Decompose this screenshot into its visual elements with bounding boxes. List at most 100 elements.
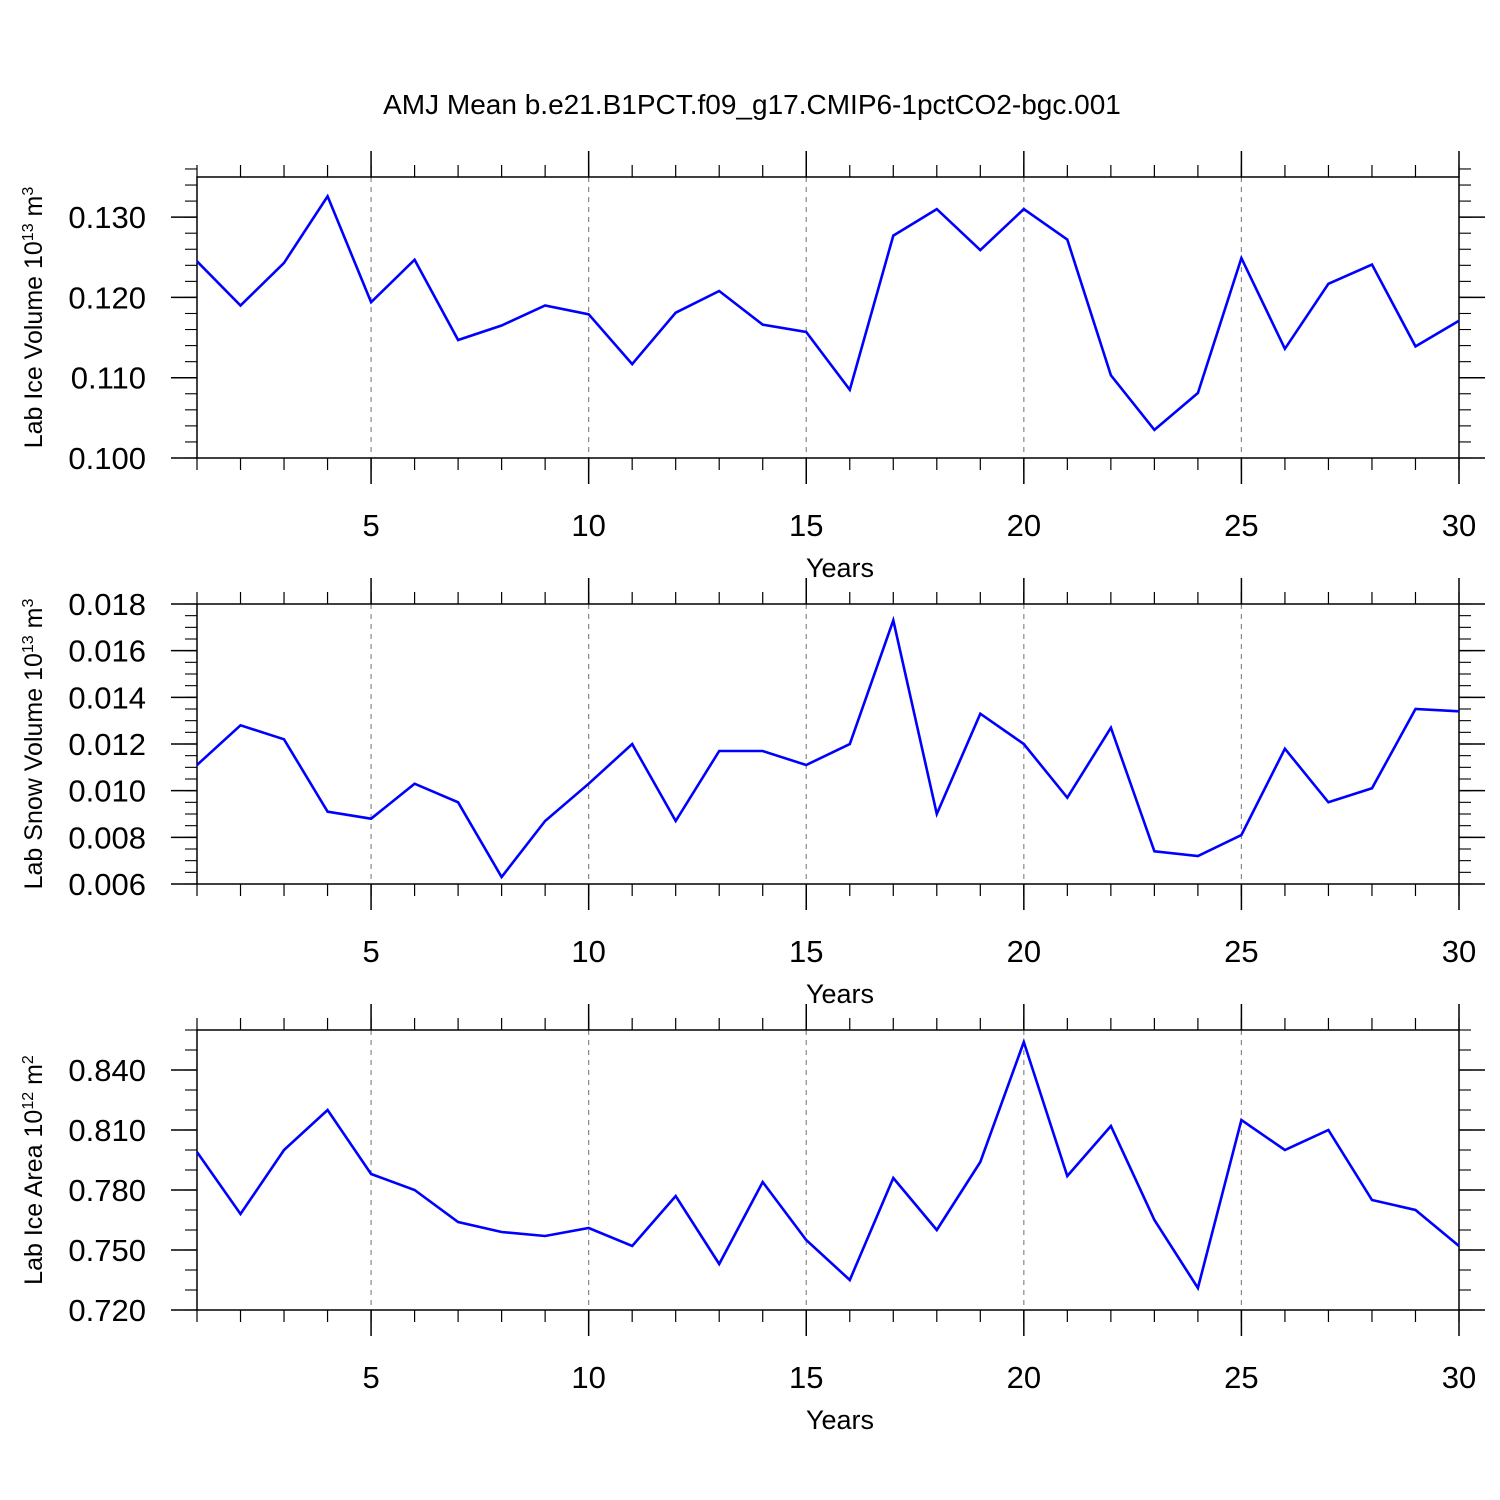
data-point [1283,747,1287,751]
data-point [195,1150,199,1154]
data-point [456,338,460,342]
y-tick-label: 0.010 [68,774,146,809]
data-point [1196,391,1200,395]
data-point [239,723,243,727]
y-tick-label: 0.840 [68,1053,146,1088]
data-point [500,875,504,879]
panel-1: 5 10 15 20 25 30 Years 0.100 0.110 0.120 0.130 Lab … [20,151,1485,583]
y-tick-label: 0.014 [68,680,146,715]
data-point [326,194,330,198]
data-point [587,782,591,786]
x-tick-label: 10 [571,934,605,969]
data-point [1370,786,1374,790]
data-point [543,1234,547,1238]
data-point [935,207,939,211]
data-point [1022,207,1026,211]
x-tick-label: 5 [362,508,379,543]
data-point [674,1194,678,1198]
data-point [1109,1124,1113,1128]
y-tick-label: 0.012 [68,727,146,762]
data-point [1065,238,1069,242]
data-point [674,819,678,823]
y-tick-label: 0.120 [68,280,146,315]
data-point [282,261,286,265]
x-axis-title: Years [806,1405,874,1435]
data-point [891,1176,895,1180]
y-tick-label: 0.006 [68,867,146,902]
y-tick-label: 0.110 [71,361,146,396]
x-tick-label: 30 [1442,1360,1476,1395]
data-point [1457,709,1461,713]
data-point [195,763,199,767]
data-point [413,258,417,262]
data-point [978,712,982,716]
y-tick-label: 0.016 [68,634,146,669]
data-point [804,330,808,334]
y-tick-label: 0.720 [68,1293,146,1328]
data-point [1239,833,1243,837]
data-point [1152,1218,1156,1222]
y-axis-title: Lab Ice Area 1012 m2 [20,1055,48,1285]
data-point [1152,428,1156,432]
data-point [1413,1208,1417,1212]
x-tick-label: 10 [571,1360,605,1395]
y-tick-label: 0.750 [68,1233,146,1268]
series-line [196,615,1460,880]
y-tick-label: 0.130 [68,200,146,235]
y-axis-title: Lab Snow Volume 1013 m3 [20,599,48,890]
x-tick-label: 15 [789,934,823,969]
data-point [1326,800,1330,804]
data-point [761,1180,765,1184]
y-tick-label: 0.780 [68,1173,146,1208]
data-point [500,1230,504,1234]
x-tick-label: 10 [571,508,605,543]
data-point [935,812,939,816]
data-point [282,737,286,741]
data-point [1457,1244,1461,1248]
y-tick-label: 0.810 [68,1113,146,1148]
data-point [195,259,199,263]
x-tick-label: 15 [789,508,823,543]
panel-3: 5 10 15 20 25 30 Years 0.720 0.750 0.780 0.810 0.84… [20,1004,1485,1435]
data-point [543,819,547,823]
data-point [500,324,504,328]
y-axis-title: Lab Ice Volume 1013 m3 [20,187,48,449]
data-point [1065,796,1069,800]
x-tick-label: 30 [1442,508,1476,543]
data-point [239,303,243,307]
x-tick-label: 20 [1007,1360,1041,1395]
data-point [1109,726,1113,730]
y-tick-label: 0.008 [68,820,146,855]
data-point [1022,1040,1026,1044]
figure-title: AMJ Mean b.e21.B1PCT.f09_g17.CMIP6-1pctC… [383,89,1121,120]
data-point [1022,742,1026,746]
data-point [1109,373,1113,377]
data-point [761,749,765,753]
x-tick-label: 20 [1007,934,1041,969]
data-point [1413,707,1417,711]
data-point [413,782,417,786]
x-axis-title: Years [806,553,874,583]
series-line [196,193,1460,432]
data-point [804,763,808,767]
data-point [413,1188,417,1192]
series-line [195,1037,1460,1292]
data-point [369,1172,373,1176]
data-point [326,1108,330,1112]
data-point [630,1244,634,1248]
data-point [1239,256,1243,260]
data-point [1196,1286,1200,1290]
data-point [848,742,852,746]
data-point [674,311,678,315]
data-point [1283,1148,1287,1152]
data-point [978,1160,982,1164]
data-point [1370,263,1374,267]
data-point [282,1148,286,1152]
panel-2: 5 10 15 20 25 30 Years 0.006 0.008 0.010 0.012 0.01… [20,578,1485,1009]
data-point [369,817,373,821]
data-point [848,388,852,392]
data-point [848,1278,852,1282]
data-point [1196,854,1200,858]
data-point [717,1262,721,1266]
